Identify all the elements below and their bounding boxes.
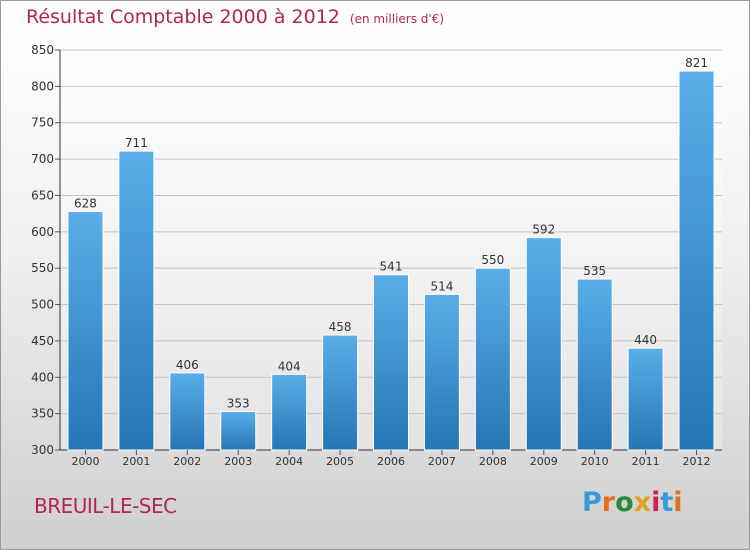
bar [118,150,155,451]
bar [423,293,460,451]
x-tick-label: 2002 [173,455,201,468]
y-tick-label: 450 [31,334,54,348]
data-label: 353 [227,396,250,410]
x-tick-label: 2008 [479,455,507,468]
data-label: 514 [430,279,453,293]
data-label: 541 [380,260,403,274]
y-tick-label: 350 [31,407,54,421]
x-tick-label: 2000 [71,455,99,468]
bar [627,347,664,451]
bar [678,70,715,451]
bar [373,274,409,451]
x-tick-label: 2006 [377,455,405,468]
bar [322,334,359,451]
chart-title: Résultat Comptable 2000 à 2012 (en millie… [26,6,444,28]
data-label: 711 [125,136,148,150]
title-unit: (en milliers d'€) [349,12,445,26]
bar [525,237,562,451]
y-tick-label: 600 [31,225,54,239]
x-tick-label: 2012 [683,455,711,468]
data-label: 458 [329,320,352,334]
y-tick-label: 400 [31,370,54,384]
data-label: 535 [583,264,606,278]
bar [576,278,613,451]
x-tick-label: 2004 [275,455,303,468]
data-label: 440 [634,333,657,347]
y-tick-label: 750 [31,116,54,130]
y-tick-label: 300 [31,443,54,457]
x-tick-label: 2001 [122,455,150,468]
title-main: Résultat Comptable 2000 à 2012 [26,6,340,28]
data-label: 628 [74,196,97,210]
data-label: 592 [532,223,555,237]
bar [271,373,308,451]
y-tick-label: 500 [31,298,54,312]
y-tick-label: 700 [31,152,54,166]
data-label: 404 [278,359,301,373]
bar [474,267,511,451]
bar [220,410,257,451]
bar [67,210,104,451]
data-label: 550 [481,253,504,267]
y-tick-label: 850 [31,43,54,57]
x-tick-label: 2007 [428,455,456,468]
data-label: 406 [176,358,199,372]
data-label: 821 [685,56,708,70]
x-tick-label: 2011 [632,455,660,468]
y-tick-label: 650 [31,188,54,202]
y-tick-label: 550 [31,261,54,275]
proxiti-logo: Proxiti [582,487,683,518]
x-tick-label: 2003 [224,455,252,468]
x-tick-label: 2009 [530,455,558,468]
bar [169,372,206,451]
place-name: BREUIL-LE-SEC [34,494,177,518]
y-tick-label: 800 [31,79,54,93]
x-tick-label: 2010 [581,455,609,468]
x-tick-label: 2005 [326,455,354,468]
